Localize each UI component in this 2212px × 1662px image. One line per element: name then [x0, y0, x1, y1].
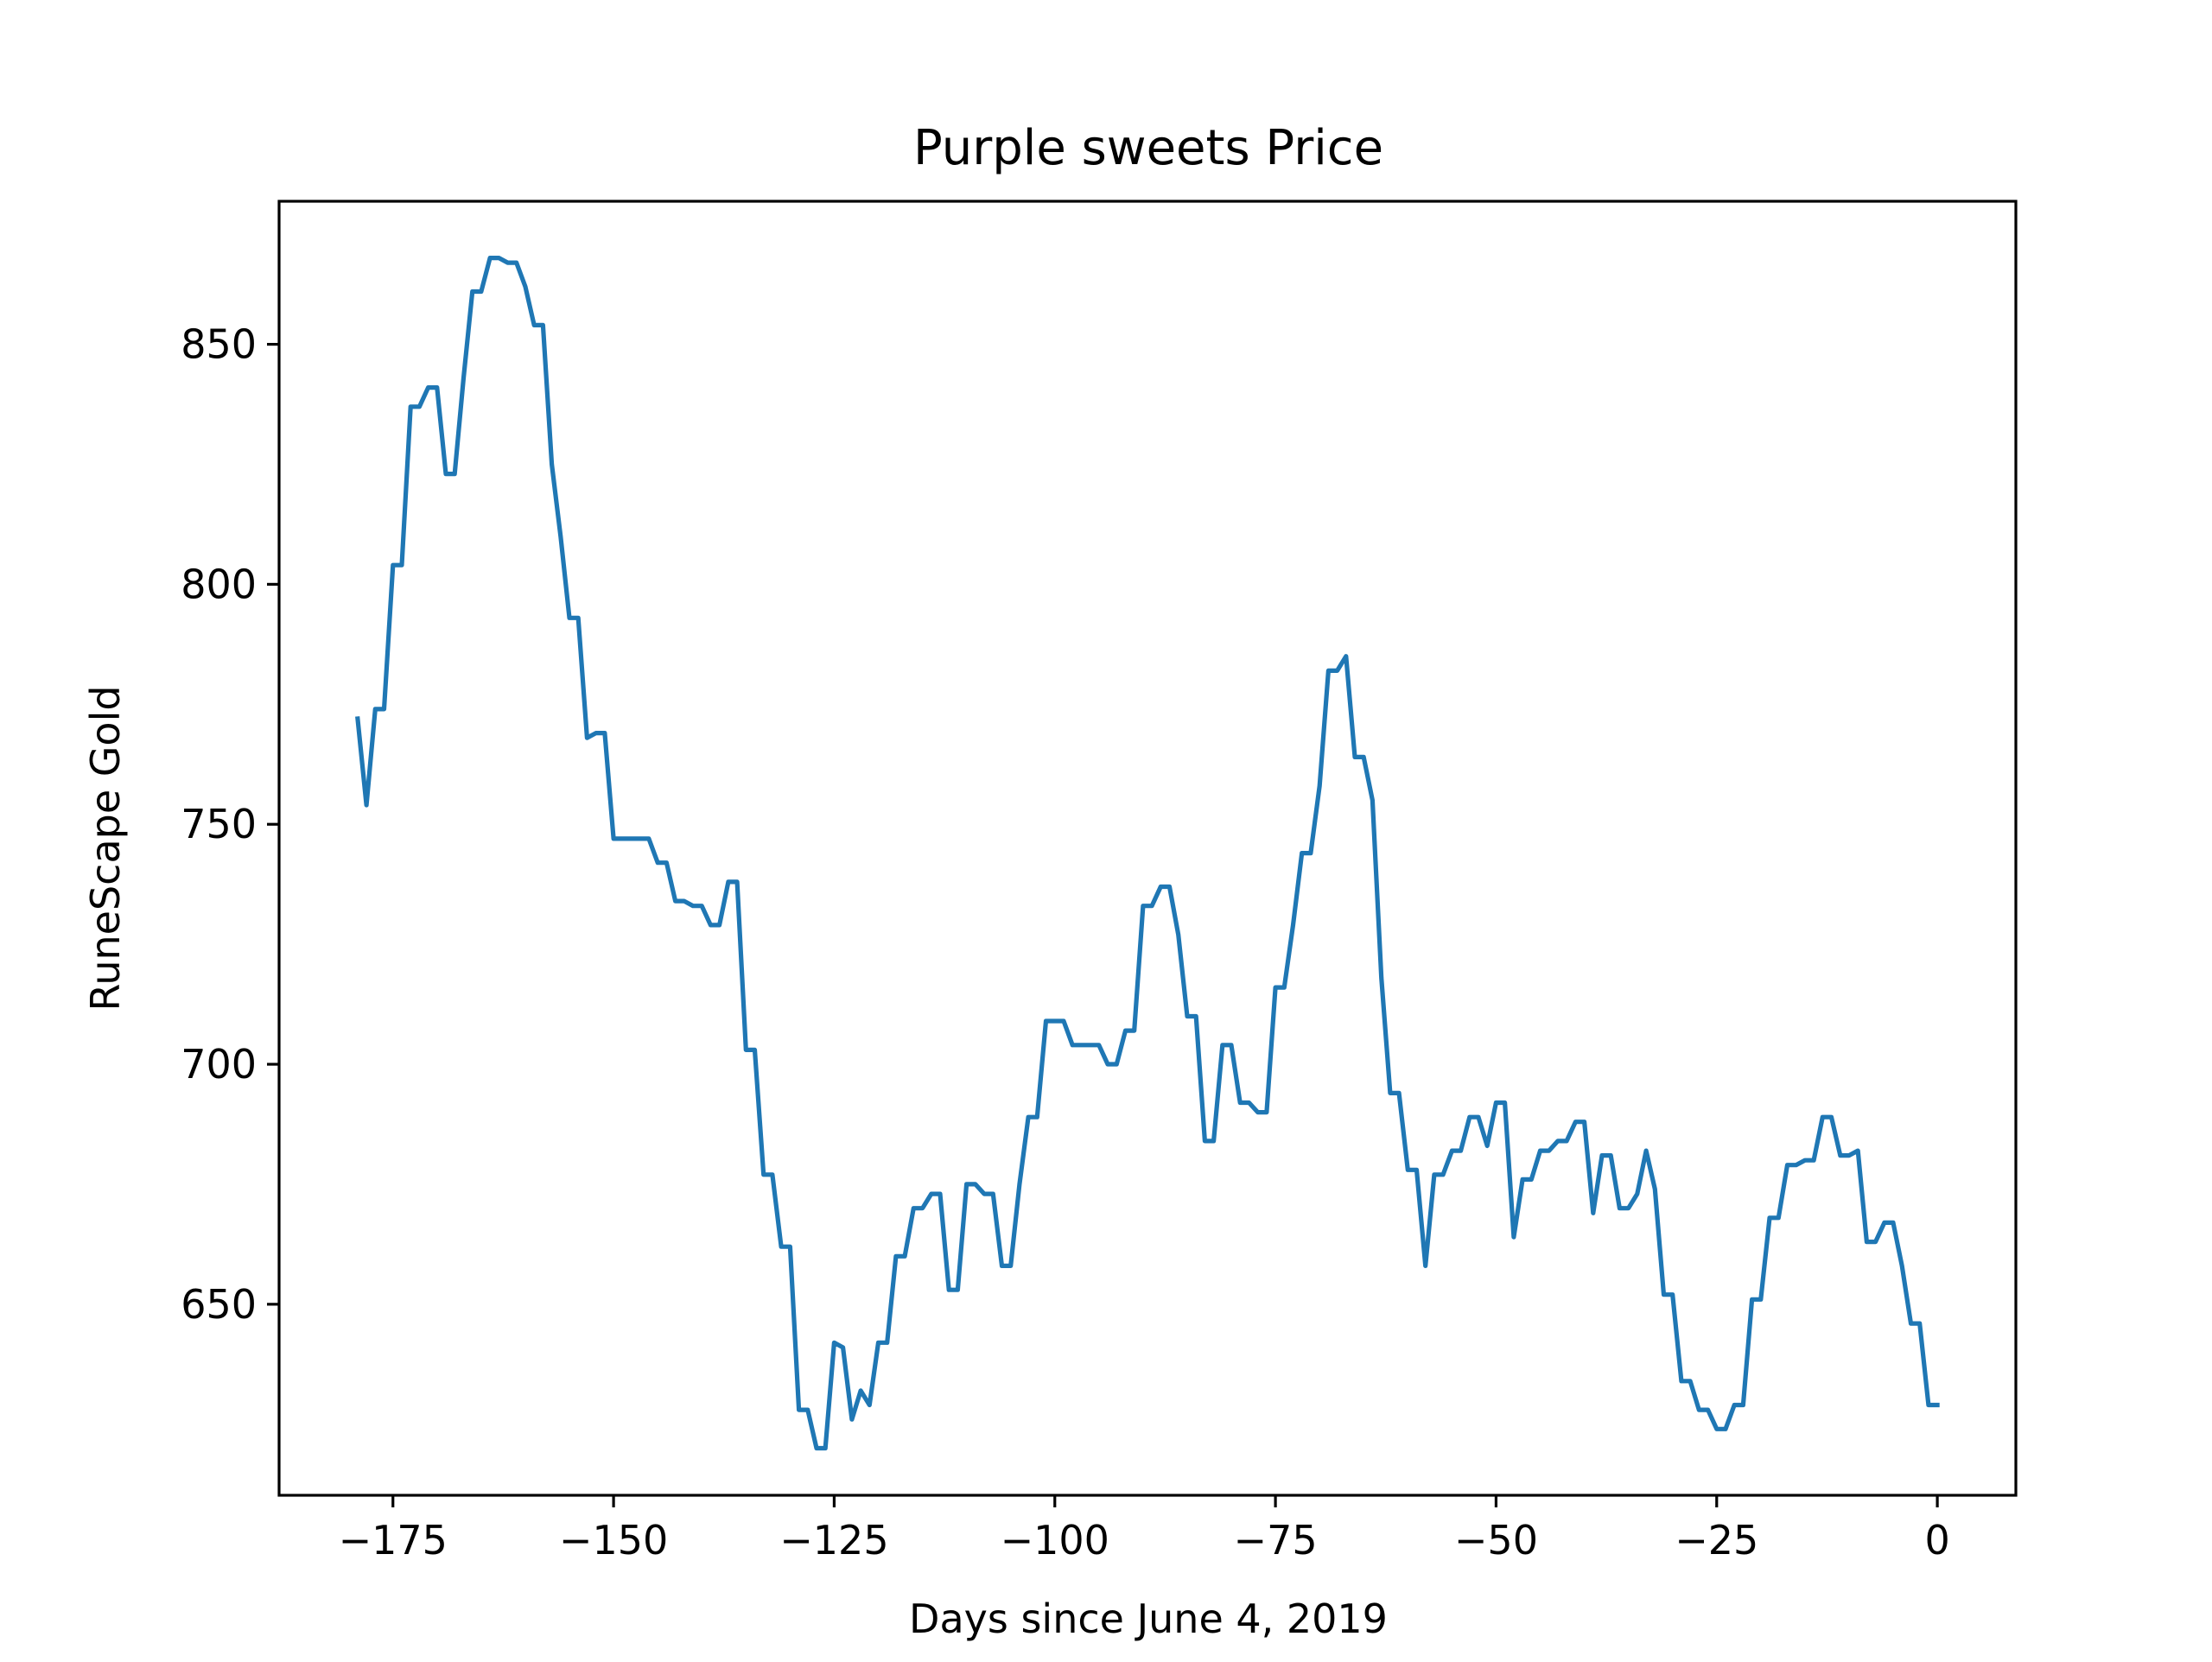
plot-area: −175 −150 −125 −100 −75 −50 −25 0 650 700 750 800 85… [181, 200, 2018, 1564]
x-axis-label: Days since June 4, 2019 [909, 1595, 1388, 1642]
y-tick-label: 700 [181, 1041, 257, 1088]
x-tick-label: −125 [779, 1517, 888, 1564]
series-line-0 [355, 256, 1940, 1451]
y-tick-label: 850 [181, 321, 257, 368]
x-tick-label: −100 [1001, 1517, 1109, 1564]
plot-frame [277, 200, 2018, 1497]
y-tick-label: 800 [181, 561, 257, 607]
y-tick-label: 650 [181, 1281, 257, 1328]
x-tick-label: −50 [1454, 1517, 1538, 1564]
chart-title: Purple sweets Price [913, 120, 1383, 176]
x-tick-label: −150 [559, 1517, 668, 1564]
y-tick-label: 750 [181, 801, 257, 847]
x-tick-label: 0 [1924, 1517, 1949, 1564]
y-axis-label: RuneScape Gold [82, 685, 129, 1011]
x-tick-label: −75 [1234, 1517, 1318, 1564]
x-tick-label: −25 [1675, 1517, 1758, 1564]
x-tick-label: −175 [339, 1517, 448, 1564]
